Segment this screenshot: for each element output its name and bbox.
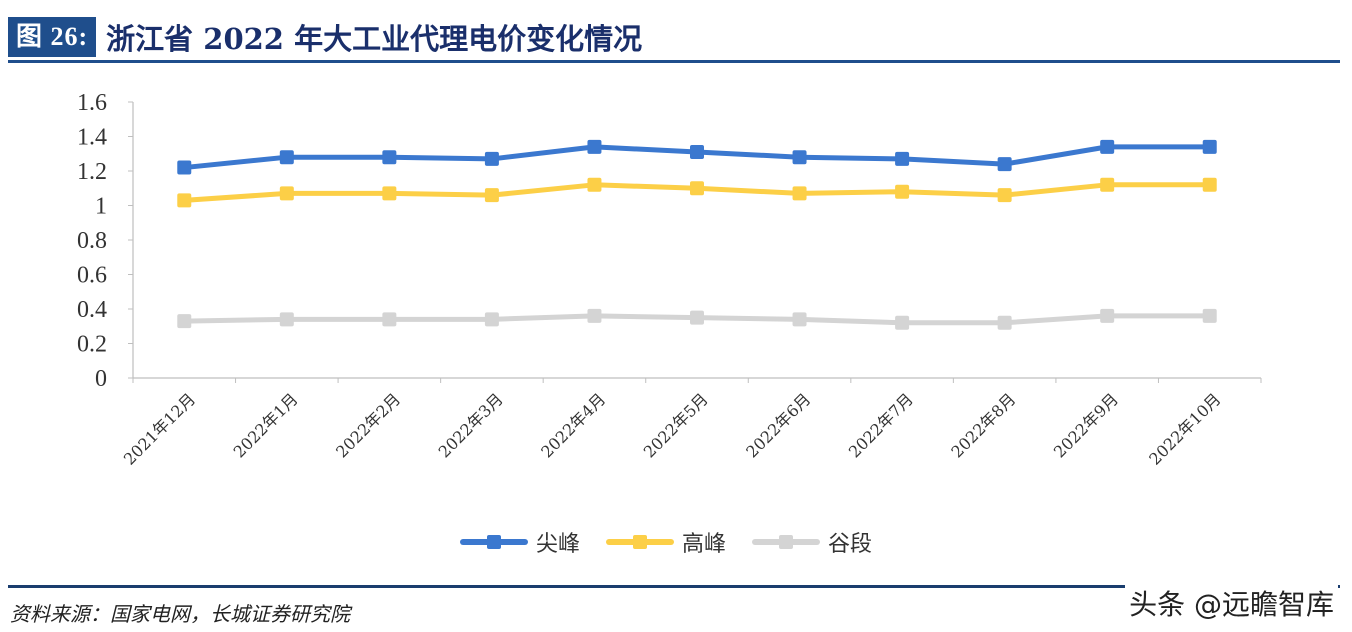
x-axis: 2021年12月 2022年1月 2022年2月 2022年3月 2022年4月 2022… <box>120 377 1262 469</box>
legend-line-marker-icon <box>460 535 528 549</box>
legend-line-marker-icon <box>752 535 821 549</box>
y-tick-label: 0 <box>95 366 107 392</box>
data-point-marker <box>382 312 397 327</box>
x-tick-label: 2022年9月 <box>1050 389 1122 461</box>
chart-title: 浙江省 2022 年大工业代理电价变化情况 <box>106 22 643 56</box>
data-point-marker <box>895 315 910 330</box>
x-tick-label: 2022年2月 <box>332 389 404 461</box>
data-point-marker <box>177 193 192 208</box>
data-point-marker <box>1202 139 1217 154</box>
data-point-marker <box>997 315 1012 330</box>
source-note: 资料来源：国家电网，长城证券研究院 <box>10 602 350 626</box>
chart-legend: 尖峰 高峰 谷段 <box>460 526 872 558</box>
data-point-marker <box>279 312 294 327</box>
data-point-marker <box>177 160 192 175</box>
x-tick-label: 2022年1月 <box>230 389 302 461</box>
legend-label: 尖峰 <box>536 532 581 557</box>
header-divider <box>8 60 1340 63</box>
y-tick-label: 1.6 <box>77 90 107 116</box>
data-point-marker <box>1202 177 1217 192</box>
y-tick-label: 1 <box>95 194 107 220</box>
legend-item: 高峰 <box>606 526 726 558</box>
data-point-marker <box>279 150 294 165</box>
data-point-marker <box>1100 139 1115 154</box>
data-point-marker <box>177 314 192 329</box>
line-chart: 00.20.40.60.811.21.41.6 2021年12月 2022年1月 2… <box>77 90 1262 469</box>
legend-item: 尖峰 <box>460 526 580 558</box>
series-peak <box>177 139 1217 175</box>
legend-item: 谷段 <box>752 526 872 558</box>
y-tick-label: 0.6 <box>77 263 107 289</box>
x-tick-label: 2022年3月 <box>435 389 507 461</box>
data-point-marker <box>792 186 807 201</box>
x-tick-label: 2022年6月 <box>742 389 814 461</box>
legend-label: 谷段 <box>828 532 873 557</box>
data-point-marker <box>587 308 602 323</box>
data-point-marker <box>587 177 602 192</box>
footer-divider <box>8 585 1340 588</box>
data-point-marker <box>279 186 294 201</box>
x-tick-label: 2022年7月 <box>845 389 917 461</box>
x-tick-label: 2022年8月 <box>947 389 1019 461</box>
data-point-marker <box>382 150 397 165</box>
y-axis: 0 0.2 0.4 0.6 0.8 1 1.2 1.4 1.6 <box>77 90 134 392</box>
x-tick-label: 2022年10月 <box>1145 389 1224 468</box>
x-tick-label: 2021年12月 <box>120 389 199 468</box>
x-tick-label: 2022年4月 <box>537 389 609 461</box>
y-tick-label: 0.4 <box>77 297 107 323</box>
series-layer <box>177 139 1217 330</box>
data-point-marker <box>690 181 704 196</box>
data-point-marker <box>382 186 397 201</box>
figure-label: 图 26: <box>8 17 97 57</box>
data-point-marker <box>690 145 704 160</box>
data-point-marker <box>587 139 602 154</box>
figure-header: 图 26: 浙江省 2022 年大工业代理电价变化情况 <box>8 17 642 57</box>
y-tick-label: 1.2 <box>77 159 107 185</box>
series-valley <box>177 308 1217 330</box>
data-point-marker <box>1100 177 1115 192</box>
data-point-marker <box>1100 308 1115 323</box>
data-point-marker <box>484 188 499 203</box>
legend-line-marker-icon <box>606 535 675 549</box>
data-point-marker <box>895 184 910 199</box>
data-point-marker <box>895 151 910 166</box>
data-point-marker <box>997 188 1012 203</box>
data-point-marker <box>484 151 499 166</box>
y-tick-label: 0.2 <box>77 332 107 358</box>
x-tick-label: 2022年5月 <box>640 389 712 461</box>
y-tick-label: 1.4 <box>77 125 107 151</box>
y-tick-label: 0.8 <box>77 228 107 254</box>
data-point-marker <box>792 312 807 327</box>
data-point-marker <box>792 150 807 165</box>
data-point-marker <box>484 312 499 327</box>
data-point-marker <box>997 157 1012 172</box>
legend-label: 高峰 <box>682 532 727 557</box>
watermark: 头条 @远瞻智库 <box>1125 583 1338 623</box>
data-point-marker <box>1202 308 1217 323</box>
data-point-marker <box>690 310 704 325</box>
series-high <box>177 177 1217 208</box>
